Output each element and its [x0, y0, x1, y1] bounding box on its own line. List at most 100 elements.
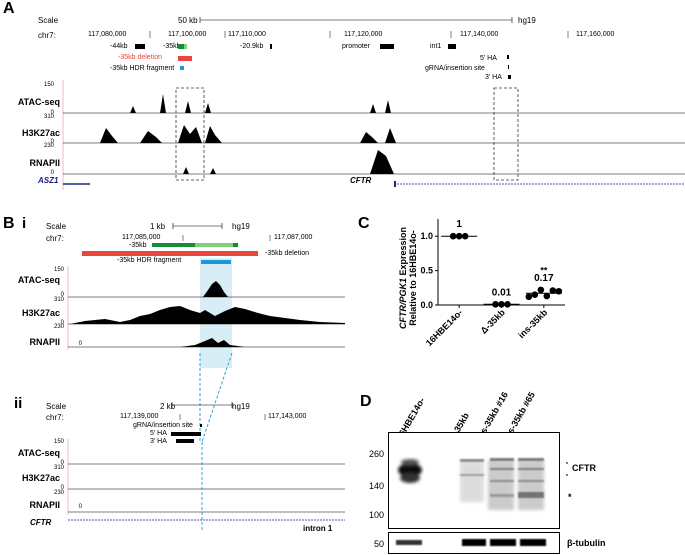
a-5ha-label: 5' HA: [480, 55, 497, 62]
d-marker-100: 100: [368, 510, 384, 520]
bi-h3k-min: 0: [60, 320, 64, 326]
c-category-label-2: ins-35kb: [516, 307, 549, 340]
bi-35kb-label: -35kb: [129, 242, 147, 249]
bi-atac-min: 0: [60, 292, 64, 298]
a-feature-44kb: -44kb: [110, 43, 128, 50]
bii-track-label-h3k27ac: H3K27ac: [21, 473, 60, 483]
panel-b-tracks: [67, 223, 345, 532]
c-point-2-0: [525, 293, 533, 301]
c-category-label-1: Δ-35kb: [479, 307, 508, 336]
bii-rnap-max: 230: [53, 490, 64, 496]
bii-coord-1: 117,139,000: [120, 413, 159, 420]
a-feature-promoter: promoter: [342, 43, 371, 50]
bii-chrom-label: chr7:: [46, 413, 64, 422]
c-ytick-label-2: 1.0: [420, 231, 433, 241]
a-grna-label: gRNA/insertion site: [425, 65, 485, 72]
a-deletion-label: -35kb deletion: [118, 54, 162, 61]
c-point-2-3: [543, 292, 551, 300]
bii-scale-value: 2 kb: [160, 402, 176, 411]
c-significance-2: **: [540, 265, 548, 275]
bii-intron-label: intron 1: [303, 524, 333, 533]
bi-assembly: hg19: [232, 222, 250, 231]
panel-b-sub-i: i: [22, 215, 27, 232]
c-mean-label-1: 0.01: [492, 287, 512, 298]
bi-track-label-h3k27ac: H3K27ac: [21, 308, 60, 318]
a-3ha-label: 3' HA: [485, 74, 502, 81]
d-marker-50: 50: [373, 539, 384, 549]
bii-atac-min: 0: [60, 460, 64, 466]
c-point-2-1: [531, 291, 539, 298]
panel-c-letter: C: [358, 215, 370, 232]
a-feature-20kb: -20.9kb: [240, 43, 264, 50]
bii-3ha-label: 3' HA: [150, 438, 167, 445]
d-tubulin-label: β-tubulin: [567, 538, 606, 548]
a-gene-cftr: CFTR: [350, 176, 372, 185]
c-point-2-2: [537, 286, 545, 294]
panel-c-chart: 0.0 0.5 1.0 ****1 16HBE14o- 0.01 Δ-35kb **0.17 i…: [420, 215, 565, 348]
bii-h3k-max: 310: [53, 465, 64, 471]
a-coord-2: 117,100,000: [168, 31, 207, 38]
panel-a-tracks: [62, 17, 685, 190]
a-hdr-label: -35kb HDR fragment: [110, 65, 175, 72]
bi-coord-2: 117,087,000: [274, 234, 313, 241]
a-scale-label: Scale: [38, 16, 59, 25]
bi-coord-1: 117,085,000: [122, 234, 161, 241]
c-ytick-label-1: 0.5: [420, 266, 433, 276]
a-rnap-max: 230: [43, 143, 54, 149]
a-chrom-label: chr7:: [38, 31, 56, 40]
bi-chrom-label: chr7:: [46, 234, 64, 243]
bi-track-label-atac: ATAC-seq: [17, 275, 60, 285]
a-coord-4: 117,120,000: [344, 31, 383, 38]
panel-d-letter: D: [360, 393, 372, 410]
bii-h3k-min: 0: [60, 485, 64, 491]
bii-assembly: hg19: [232, 402, 250, 411]
a-track-label-atac: ATAC-seq: [17, 97, 60, 107]
a-gene-asz1: ASZ1: [38, 176, 59, 185]
a-h3k-min: 0: [50, 139, 54, 145]
d-marker-260: 260: [368, 449, 384, 459]
a-coord-6: 117,160,000: [576, 31, 615, 38]
bi-rnap-max: 230: [53, 324, 64, 330]
bii-rnap-min: 0: [78, 504, 82, 510]
bi-deletion-label: -35kb deletion: [265, 250, 309, 257]
panel-b-letter: B: [3, 215, 15, 232]
bi-scale-label: Scale: [46, 222, 67, 231]
bii-5ha-label: 5' HA: [150, 430, 167, 437]
a-rnap-min: 0: [50, 170, 54, 176]
a-track-label-rnapii: RNAPII: [29, 158, 60, 168]
a-h3k-max: 310: [43, 114, 54, 120]
panel-b-sub-ii: ii: [14, 395, 23, 412]
a-atac-max: 150: [43, 82, 54, 88]
a-atac-min: 0: [50, 110, 54, 116]
bii-gene-cftr: CFTR: [30, 518, 52, 527]
bii-track-label-atac: ATAC-seq: [17, 448, 60, 458]
bi-h3k-max: 310: [53, 297, 64, 303]
bi-rnap-min: 0: [78, 341, 82, 347]
c-point-2-4: [549, 287, 557, 294]
bii-coord-2: 117,143,000: [268, 413, 307, 420]
d-star: *: [568, 492, 572, 502]
bi-scale-value: 1 kb: [150, 222, 166, 231]
bi-hdr-label: -35kb HDR fragment: [117, 257, 182, 264]
a-coord-5: 117,140,000: [460, 31, 499, 38]
a-track-label-h3k27ac: H3K27ac: [21, 128, 60, 138]
bii-scale-label: Scale: [46, 402, 67, 411]
bi-atac-max: 150: [53, 267, 64, 273]
d-cftr-label: CFTR: [572, 463, 596, 473]
c-category-label-0: 16HBE14o-: [424, 307, 465, 348]
c-significance-0: ****: [452, 215, 467, 218]
bi-track-label-rnapii: RNAPII: [29, 337, 60, 347]
a-coord-3: 117,110,000: [228, 31, 266, 38]
bii-grna-label: gRNA/insertion site: [133, 422, 193, 429]
a-scale-value: 50 kb: [178, 16, 198, 25]
a-coord-1: 117,080,000: [88, 31, 127, 38]
a-assembly: hg19: [518, 16, 536, 25]
c-ytick-label-0: 0.0: [420, 300, 433, 310]
a-feature-35kb: -35kb: [163, 43, 181, 50]
c-mean-label-0: 1: [456, 219, 462, 230]
panel-d-blot: [388, 432, 568, 554]
bii-track-label-rnapii: RNAPII: [29, 500, 60, 510]
d-marker-140: 140: [368, 481, 384, 491]
c-mean-label-2: 0.17: [534, 273, 554, 284]
panel-a-letter: A: [3, 0, 15, 17]
